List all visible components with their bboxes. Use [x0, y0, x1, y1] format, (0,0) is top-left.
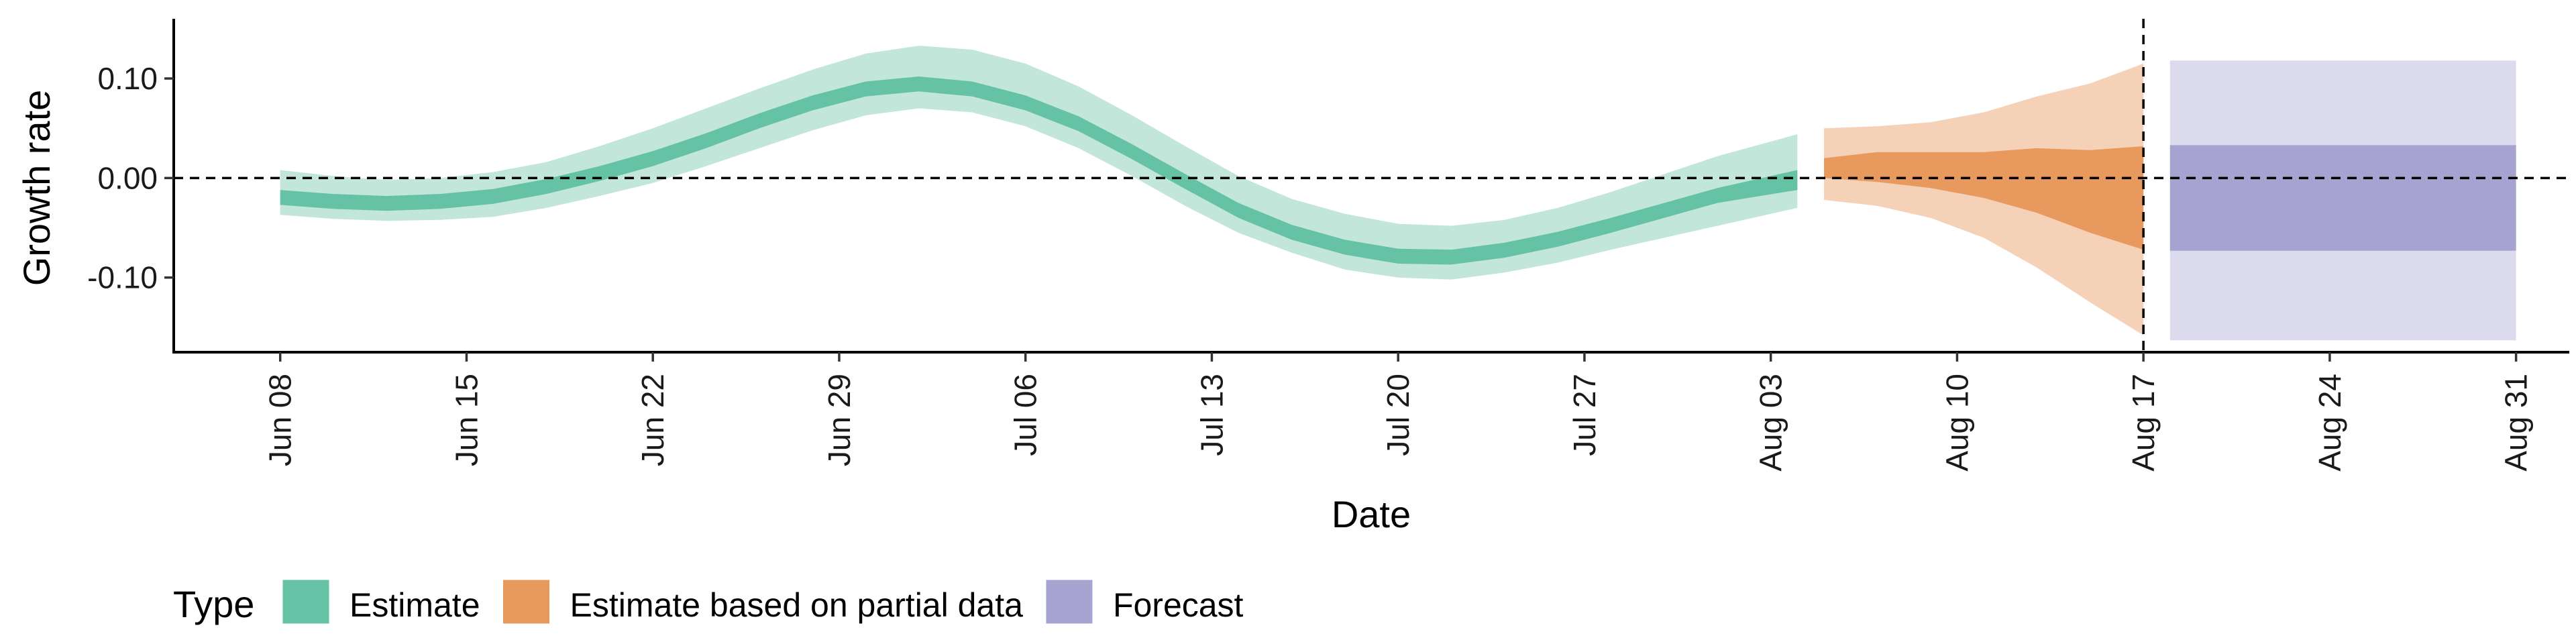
- x-tick-label: Jul 06: [1008, 374, 1043, 456]
- legend-key-estimate-based-on-partial-data: [503, 580, 550, 624]
- x-ticks: Jun 08 Jun 15 Jun 22 Jun 29 Jul 06 Jul 13 Jul …: [263, 352, 2534, 472]
- axes: [172, 19, 2569, 354]
- y-axis-title: Growth rate: [15, 90, 58, 286]
- y-tick-label: -0.10: [87, 260, 158, 295]
- x-tick-label: Aug 24: [2312, 374, 2347, 472]
- reference-lines: [174, 19, 2569, 352]
- legend-key-estimate: [282, 580, 329, 624]
- x-tick-label: Jul 13: [1194, 374, 1229, 456]
- x-tick-label: Jun 22: [635, 374, 670, 466]
- x-tick-label: Jun 29: [822, 374, 857, 466]
- legend-label-forecast: Forecast: [1113, 586, 1244, 624]
- x-tick-label: Jul 27: [1567, 374, 1602, 456]
- bands-layer: [280, 46, 2516, 341]
- legend-label-estimate-based-on-partial-data: Estimate based on partial data: [570, 586, 1024, 624]
- legend-item-estimate: Estimate: [282, 580, 480, 624]
- series-estimate: [280, 46, 1798, 280]
- legend-title: Type: [173, 583, 254, 625]
- x-tick-label: Aug 31: [2499, 374, 2534, 472]
- x-axis-title: Date: [1332, 493, 1411, 535]
- legend-key-forecast: [1046, 580, 1093, 624]
- legend-item-estimate-based-on-partial-data: Estimate based on partial data: [503, 580, 1024, 624]
- x-tick-label: Aug 10: [1939, 374, 1974, 472]
- x-tick-label: Jun 15: [449, 374, 484, 466]
- y-tick-label: 0.10: [97, 61, 158, 96]
- series-estimate-based-on-partial-data-outer-band: [1824, 63, 2144, 335]
- series-estimate-based-on-partial-data-inner-band: [1824, 146, 2144, 250]
- series-estimate-based-on-partial-data: [1824, 63, 2144, 335]
- legend-label-estimate: Estimate: [350, 586, 480, 624]
- series-estimate-inner-band: [280, 76, 1798, 265]
- x-tick-label: Aug 03: [1754, 374, 1788, 472]
- series-estimate-outer-band: [280, 46, 1798, 280]
- series-forecast: [2169, 60, 2516, 341]
- y-tick-label: 0.00: [97, 160, 158, 195]
- x-tick-label: Aug 17: [2126, 374, 2161, 472]
- legend-item-forecast: Forecast: [1046, 580, 1244, 624]
- series-forecast-inner-band: [2169, 145, 2516, 251]
- y-ticks: 0.10 0.00 -0.10: [87, 61, 174, 295]
- x-tick-label: Jul 20: [1381, 374, 1415, 456]
- x-tick-label: Jun 08: [263, 374, 298, 466]
- legend: Type Estimate Estimate based on partial d…: [173, 580, 1244, 625]
